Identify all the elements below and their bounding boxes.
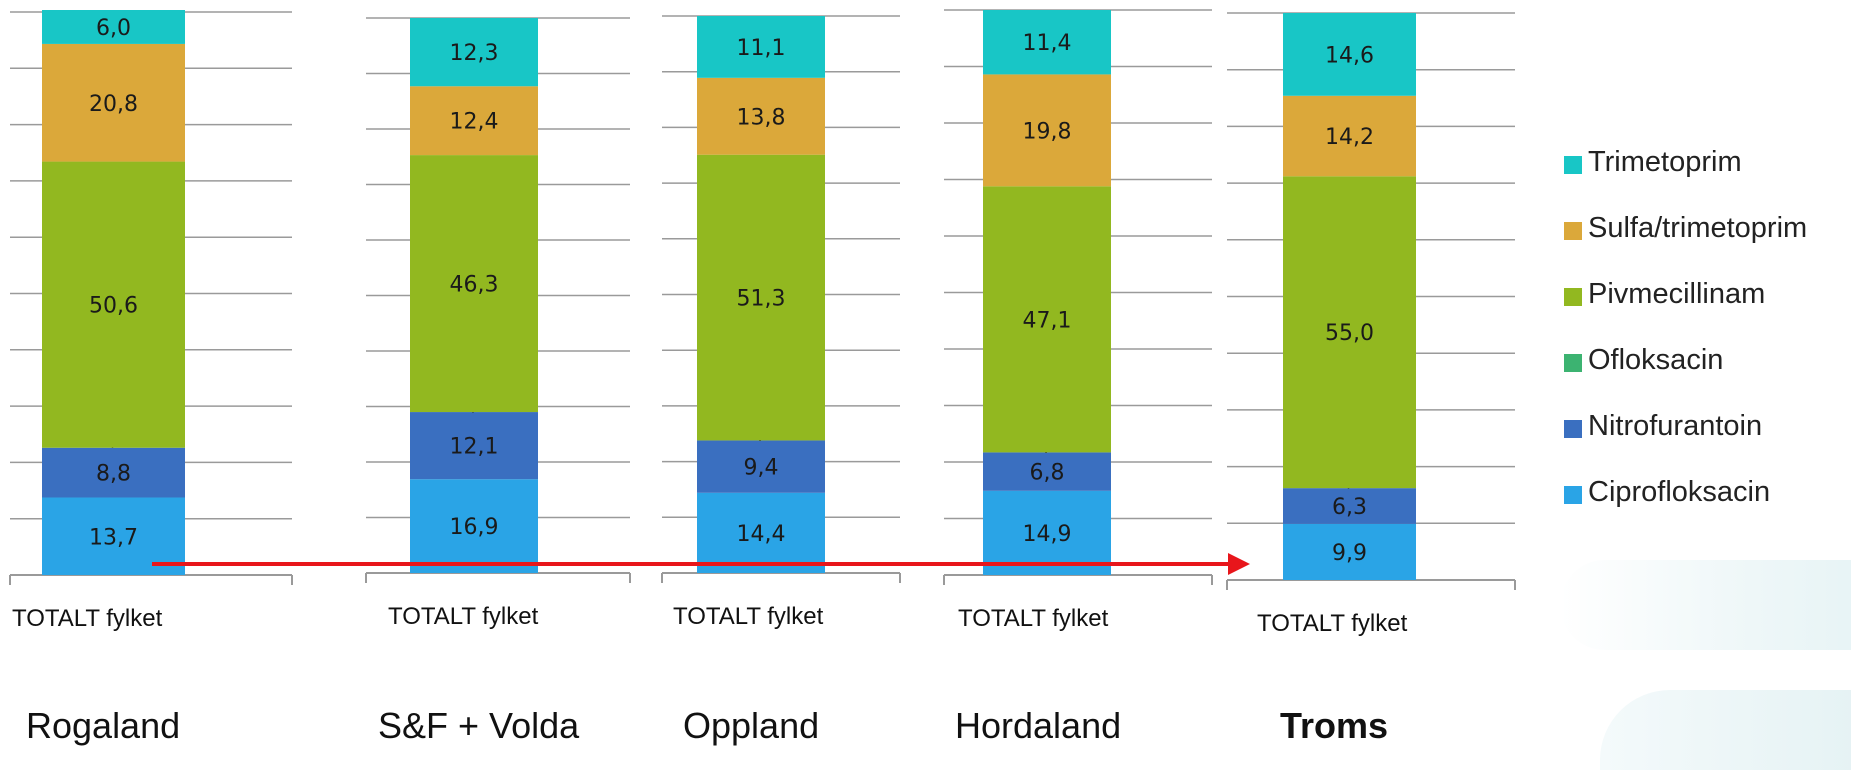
stacked-bar-chart: 14,49,40,051,313,811,1 [661, 15, 901, 583]
bar-segment-ciprofloksacin [697, 492, 825, 573]
bar-segment-nitrofurantoin [983, 452, 1111, 491]
region-label: Oppland [683, 705, 820, 746]
data-label: 11,1 [737, 36, 786, 61]
x-tick-label: TOTALT fylket [673, 603, 824, 630]
bar-segment-trimetoprim [42, 10, 185, 44]
data-label: 16,9 [450, 515, 499, 540]
background-decoration [1560, 560, 1851, 650]
legend-swatch [1564, 288, 1582, 306]
data-label: 20,8 [89, 92, 138, 117]
bar-segment-ciprofloksacin [1283, 523, 1416, 580]
legend-swatch [1564, 354, 1582, 372]
legend-label: Ciprofloksacin [1588, 476, 1771, 508]
data-label: 13,7 [89, 525, 138, 550]
data-label: 14,6 [1325, 43, 1374, 68]
legend-label: Nitrofurantoin [1588, 410, 1763, 442]
bar-segment-ciprofloksacin [983, 490, 1111, 575]
data-label: 14,9 [1023, 522, 1072, 547]
data-label: 55,0 [1325, 321, 1374, 346]
bar-segment-sulfa-trimetoprim [983, 74, 1111, 187]
bar-segment-ciprofloksacin [410, 479, 538, 573]
region-label: Rogaland [26, 705, 181, 746]
data-label: 12,3 [450, 41, 499, 66]
x-tick-label: TOTALT fylket [388, 603, 539, 630]
data-label: 12,4 [450, 110, 499, 135]
bar-segment-sulfa-trimetoprim [697, 77, 825, 155]
legend-label: Pivmecillinam [1588, 278, 1766, 310]
bar-segment-trimetoprim [697, 16, 825, 78]
bar-segment-pivmecillinam [983, 186, 1111, 453]
x-tick-label: TOTALT fylket [12, 605, 163, 632]
stacked-bar-chart: 14,96,80,047,119,811,4 [943, 9, 1213, 585]
data-label: 14,4 [737, 522, 786, 547]
x-tick-label: TOTALT fylket [958, 605, 1109, 632]
data-label: 6,8 [1030, 461, 1065, 486]
data-label: 50,6 [89, 294, 138, 319]
bar-segment-trimetoprim [410, 18, 538, 87]
bar-segment-pivmecillinam [410, 155, 538, 413]
region-label: S&F + Volda [378, 705, 580, 746]
legend-label: Ofloksacin [1588, 344, 1724, 376]
data-label: 6,3 [1332, 495, 1367, 520]
bar-segment-sulfa-trimetoprim [42, 43, 185, 162]
bar-segment-pivmecillinam [42, 161, 185, 448]
bar-segment-nitrofurantoin [1283, 488, 1416, 524]
data-label: 47,1 [1023, 308, 1072, 333]
data-label: 9,9 [1332, 541, 1367, 566]
data-label: 9,4 [744, 456, 779, 481]
data-label: 46,3 [450, 273, 499, 298]
data-label: 19,8 [1023, 119, 1072, 144]
data-label: 51,3 [737, 287, 786, 312]
data-label: 13,8 [737, 105, 786, 130]
legend-label: Trimetoprim [1588, 146, 1742, 178]
stacked-bar-chart: 9,96,30,055,014,214,6 [1226, 12, 1516, 590]
bar-segment-pivmecillinam [697, 154, 825, 441]
stacked-bar-chart: 13,78,80,050,620,86,0 [9, 10, 293, 585]
legend-label: Sulfa/trimetoprim [1588, 212, 1808, 244]
bar-segment-sulfa-trimetoprim [1283, 95, 1416, 177]
bar-segment-trimetoprim [1283, 13, 1416, 96]
x-tick-label: TOTALT fylket [1257, 610, 1408, 637]
legend-swatch [1564, 486, 1582, 504]
legend-swatch [1564, 222, 1582, 240]
legend-swatch [1564, 420, 1582, 438]
arrow-head [1228, 553, 1250, 575]
comparison-arrow [152, 553, 1250, 575]
bar-segment-nitrofurantoin [410, 412, 538, 480]
data-label: 6,0 [96, 16, 131, 41]
data-label: 14,2 [1325, 125, 1374, 150]
legend-swatch [1564, 156, 1582, 174]
data-label: 11,4 [1023, 31, 1072, 56]
bar-segment-nitrofurantoin [697, 440, 825, 493]
chart-area: 13,78,80,050,620,86,016,912,10,046,312,4… [9, 9, 1516, 590]
region-label: Troms [1280, 705, 1389, 746]
bar-segment-nitrofurantoin [42, 447, 185, 498]
data-label: 12,1 [450, 435, 499, 460]
stacked-bar-chart: 16,912,10,046,312,412,3 [365, 17, 631, 583]
bar-segment-pivmecillinam [1283, 176, 1416, 489]
region-label: Hordaland [955, 705, 1122, 746]
bar-segment-trimetoprim [983, 10, 1111, 75]
bar-segment-sulfa-trimetoprim [410, 86, 538, 156]
data-label: 8,8 [96, 462, 131, 487]
